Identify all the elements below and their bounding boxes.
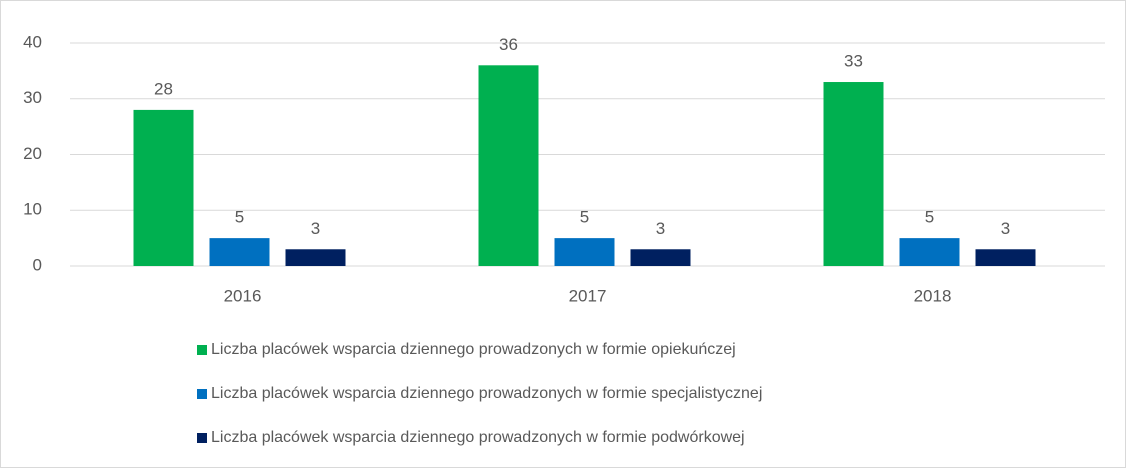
legend-label: Liczba placówek wsparcia dziennego prowa… bbox=[211, 385, 762, 402]
data-label: 36 bbox=[499, 35, 518, 54]
data-label: 3 bbox=[311, 219, 320, 238]
bar bbox=[823, 82, 884, 267]
legend-swatch bbox=[197, 389, 207, 399]
y-tick-label: 10 bbox=[23, 200, 42, 219]
bar bbox=[899, 238, 960, 266]
legend-swatch bbox=[197, 345, 207, 355]
bar bbox=[554, 238, 615, 266]
x-tick-label: 2018 bbox=[914, 286, 952, 305]
data-label: 33 bbox=[844, 52, 863, 71]
y-tick-label: 40 bbox=[23, 32, 42, 51]
data-label: 5 bbox=[925, 208, 934, 227]
bar bbox=[975, 249, 1036, 266]
legend: Liczba placówek wsparcia dziennego prowa… bbox=[197, 341, 762, 446]
bar bbox=[630, 249, 691, 266]
bar bbox=[133, 109, 194, 267]
data-label: 3 bbox=[1001, 219, 1010, 238]
x-tick-label: 2016 bbox=[224, 286, 262, 305]
y-tick-label: 0 bbox=[33, 255, 42, 274]
x-tick-label: 2017 bbox=[569, 286, 607, 305]
data-label: 3 bbox=[656, 219, 665, 238]
legend-swatch bbox=[197, 433, 207, 443]
legend-label: Liczba placówek wsparcia dziennego prowa… bbox=[211, 341, 736, 358]
data-label: 5 bbox=[235, 208, 244, 227]
bar bbox=[285, 249, 346, 266]
legend-label: Liczba placówek wsparcia dziennego prowa… bbox=[211, 429, 745, 446]
y-tick-label: 20 bbox=[23, 144, 42, 163]
data-label: 5 bbox=[580, 208, 589, 227]
bar bbox=[478, 65, 539, 266]
y-tick-label: 30 bbox=[23, 88, 42, 107]
bar bbox=[209, 238, 270, 266]
data-label: 28 bbox=[154, 79, 173, 98]
